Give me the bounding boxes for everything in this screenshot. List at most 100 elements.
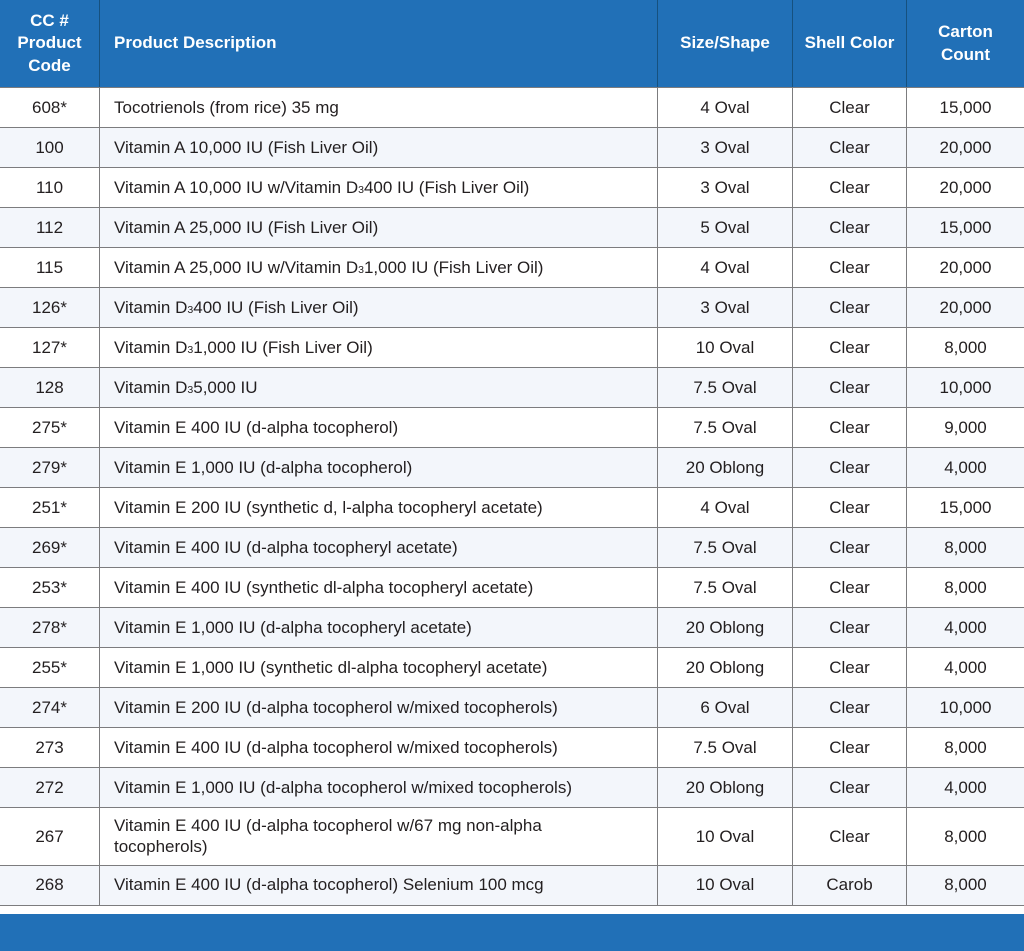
table-row: 272 Vitamin E 1,000 IU (d-alpha tocopher… — [0, 768, 1024, 808]
cell-size-shape: 7.5 Oval — [658, 408, 793, 447]
cell-product-description: Vitamin E 1,000 IU (d-alpha tocopherol w… — [100, 768, 658, 807]
cell-product-code: 251* — [0, 488, 100, 527]
cell-size-shape: 7.5 Oval — [658, 728, 793, 767]
cell-shell-color: Clear — [793, 128, 907, 167]
table-row: 112 Vitamin A 25,000 IU (Fish Liver Oil)… — [0, 208, 1024, 248]
cell-size-shape: 10 Oval — [658, 865, 793, 905]
cell-product-description: Vitamin E 200 IU (d-alpha tocopherol w/m… — [100, 688, 658, 727]
cell-product-description: Vitamin E 400 IU (d-alpha tocopheryl ace… — [100, 528, 658, 567]
cell-carton-count: 4,000 — [944, 657, 987, 677]
cell-product-code: 274* — [0, 688, 100, 727]
cell-product-code: 608* — [0, 88, 100, 127]
cell-shell-color: Clear — [793, 368, 907, 407]
cell-product-code: 255* — [0, 648, 100, 687]
cell-size-shape: 20 Oblong — [658, 768, 793, 807]
cell-product-code: 112 — [0, 208, 100, 247]
column-header-shell-color: Shell Color — [793, 0, 907, 87]
cell-product-code: 269* — [0, 528, 100, 567]
table-row: 255* Vitamin E 1,000 IU (synthetic dl-al… — [0, 648, 1024, 688]
cell-shell-color: Clear — [793, 768, 907, 807]
cell-carton-count: 20,000 — [939, 297, 992, 317]
table-body: 608* Tocotrienols (from rice) 35 mg 4 Ov… — [0, 87, 1024, 906]
cell-shell-color: Clear — [793, 808, 907, 865]
cell-size-shape: 3 Oval — [658, 288, 793, 327]
cell-carton-count: 4,000 — [944, 617, 987, 637]
cell-product-code: 273 — [0, 728, 100, 767]
cell-product-code: 110 — [0, 168, 100, 207]
table-row: 275* Vitamin E 400 IU (d-alpha tocophero… — [0, 408, 1024, 448]
cell-carton-count: 8,000 — [944, 577, 987, 597]
cell-product-description: Vitamin E 1,000 IU (d-alpha tocopherol) — [100, 448, 658, 487]
table-row: 251* Vitamin E 200 IU (synthetic d, l-al… — [0, 488, 1024, 528]
cell-product-code: 267 — [0, 808, 100, 865]
cell-product-code: 127* — [0, 328, 100, 367]
cell-shell-color: Clear — [793, 728, 907, 767]
cell-shell-color: Clear — [793, 408, 907, 447]
cell-product-code: 278* — [0, 608, 100, 647]
cell-product-description: Vitamin E 1,000 IU (d-alpha tocopheryl a… — [100, 608, 658, 647]
cell-shell-color: Clear — [793, 448, 907, 487]
column-header-product-description: Product Description — [100, 0, 658, 87]
cell-size-shape: 6 Oval — [658, 688, 793, 727]
cell-shell-color: Clear — [793, 488, 907, 527]
cell-product-code: 268 — [0, 865, 100, 905]
cell-product-code: 128 — [0, 368, 100, 407]
cell-shell-color: Clear — [793, 608, 907, 647]
cell-carton-count: 8,000 — [944, 737, 987, 757]
cell-shell-color: Clear — [793, 168, 907, 207]
cell-product-description: Vitamin E 400 IU (d-alpha tocopherol w/m… — [100, 728, 658, 767]
cell-carton-count: 10,000 — [939, 377, 992, 397]
cell-carton-count: 10,000 — [939, 697, 992, 717]
cell-size-shape: 7.5 Oval — [658, 528, 793, 567]
table-row: 279* Vitamin E 1,000 IU (d-alpha tocophe… — [0, 448, 1024, 488]
cell-carton-count: 9,000 — [944, 417, 987, 437]
cell-shell-color: Carob — [793, 865, 907, 905]
cell-size-shape: 3 Oval — [658, 168, 793, 207]
cell-product-description: Vitamin E 400 IU (d-alpha tocopherol) Se… — [100, 865, 658, 905]
cell-product-code: 126* — [0, 288, 100, 327]
cell-carton-count: 15,000 — [939, 97, 992, 117]
cell-product-description: Vitamin E 400 IU (synthetic dl-alpha toc… — [100, 568, 658, 607]
table-row: 273 Vitamin E 400 IU (d-alpha tocopherol… — [0, 728, 1024, 768]
table-row: 253* Vitamin E 400 IU (synthetic dl-alph… — [0, 568, 1024, 608]
cell-product-code: 100 — [0, 128, 100, 167]
cell-carton-count: 8,000 — [944, 826, 987, 846]
column-header-product-code: CC # Product Code — [0, 0, 100, 87]
cell-product-code: 253* — [0, 568, 100, 607]
cell-size-shape: 4 Oval — [658, 248, 793, 287]
table-row: 267 Vitamin E 400 IU (d-alpha tocopherol… — [0, 808, 1024, 866]
cell-size-shape: 7.5 Oval — [658, 368, 793, 407]
cell-size-shape: 10 Oval — [658, 328, 793, 367]
table-row: 100 Vitamin A 10,000 IU (Fish Liver Oil)… — [0, 128, 1024, 168]
cell-product-description: Vitamin E 400 IU (d-alpha tocopherol w/6… — [100, 808, 658, 865]
cell-shell-color: Clear — [793, 248, 907, 287]
cell-carton-count: 20,000 — [939, 257, 992, 277]
cell-carton-count: 8,000 — [944, 537, 987, 557]
table-row: 278* Vitamin E 1,000 IU (d-alpha tocophe… — [0, 608, 1024, 648]
cell-shell-color: Clear — [793, 568, 907, 607]
cell-carton-count: 20,000 — [939, 177, 992, 197]
cell-size-shape: 4 Oval — [658, 488, 793, 527]
cell-size-shape: 20 Oblong — [658, 448, 793, 487]
cell-size-shape: 5 Oval — [658, 208, 793, 247]
table-row: 268 Vitamin E 400 IU (d-alpha tocopherol… — [0, 865, 1024, 906]
cell-product-description: Vitamin E 1,000 IU (synthetic dl-alpha t… — [100, 648, 658, 687]
cell-size-shape: 20 Oblong — [658, 648, 793, 687]
cell-product-description: Vitamin E 200 IU (synthetic d, l-alpha t… — [100, 488, 658, 527]
cell-size-shape: 7.5 Oval — [658, 568, 793, 607]
footer-bar — [0, 914, 1024, 951]
cell-shell-color: Clear — [793, 208, 907, 247]
cell-carton-count: 8,000 — [944, 337, 987, 357]
cell-size-shape: 10 Oval — [658, 808, 793, 865]
cell-shell-color: Clear — [793, 528, 907, 567]
cell-size-shape: 3 Oval — [658, 128, 793, 167]
table-row: 274* Vitamin E 200 IU (d-alpha tocophero… — [0, 688, 1024, 728]
cell-product-code: 275* — [0, 408, 100, 447]
